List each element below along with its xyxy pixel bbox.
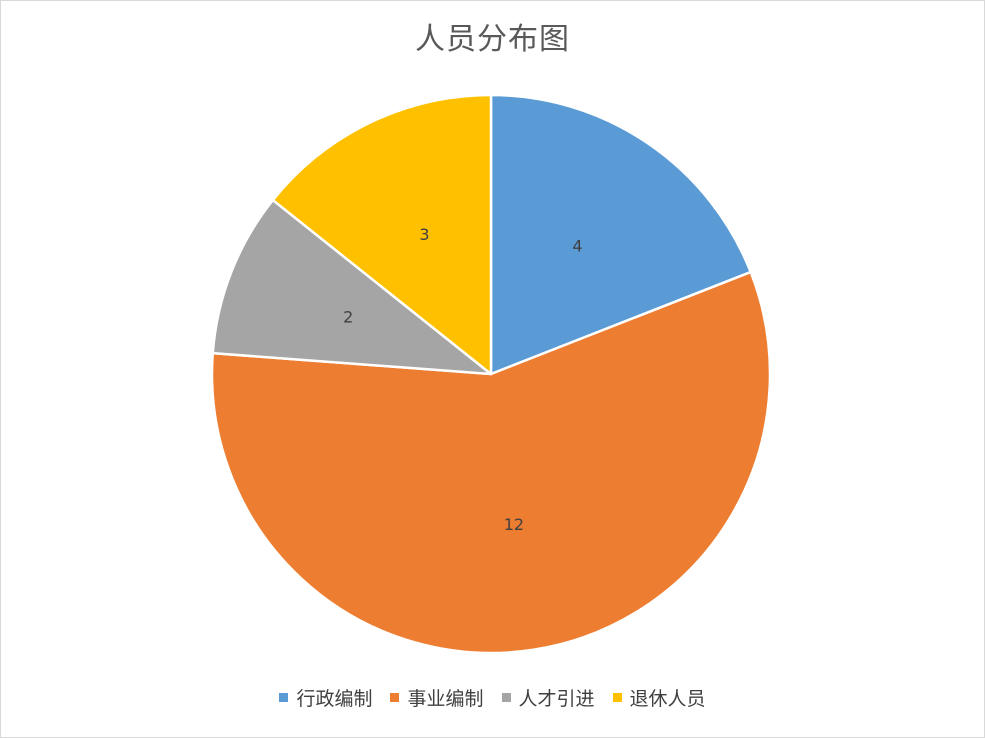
pie-slice-3 <box>271 93 493 376</box>
legend-swatch-0 <box>279 693 289 702</box>
chart-title: 人员分布图 <box>415 22 570 57</box>
legend-swatch-2 <box>501 693 511 702</box>
pie-slice-1 <box>210 270 772 655</box>
data-label-1: 12 <box>504 515 524 534</box>
legend-label-3: 退休人员 <box>629 688 706 710</box>
data-label-2: 2 <box>343 307 353 326</box>
pie-slice-2 <box>211 198 493 376</box>
legend-item-3: 退休人员 <box>612 684 706 711</box>
legend-item-0: 行政编制 <box>279 684 372 711</box>
legend-label-0: 行政编制 <box>296 688 373 710</box>
legend-swatch-3 <box>612 693 622 702</box>
pie-slice-0 <box>489 93 752 376</box>
data-label-3: 3 <box>419 225 429 244</box>
legend-label-2: 人才引进 <box>518 688 595 710</box>
legend-item-2: 人才引进 <box>501 684 595 711</box>
legend-item-1: 事业编制 <box>390 684 484 711</box>
data-label-0: 4 <box>572 237 582 256</box>
legend-swatch-1 <box>390 693 400 702</box>
legend-label-1: 事业编制 <box>407 688 484 710</box>
legend: 行政编制 事业编制 人才引进 退休人员 <box>0 684 985 711</box>
